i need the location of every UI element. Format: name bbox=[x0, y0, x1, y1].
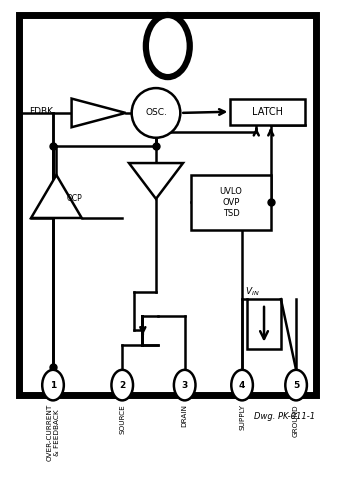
Text: OSC.: OSC. bbox=[145, 108, 167, 117]
Bar bbox=[192, 175, 271, 230]
Text: SUPPLY: SUPPLY bbox=[239, 404, 245, 430]
Circle shape bbox=[42, 370, 64, 400]
Circle shape bbox=[231, 370, 253, 400]
Circle shape bbox=[146, 15, 190, 77]
Bar bbox=[19, 15, 316, 395]
Text: $V_{IN}$: $V_{IN}$ bbox=[245, 286, 260, 298]
Text: OVER-CURRENT
& FEEDBACK: OVER-CURRENT & FEEDBACK bbox=[46, 404, 60, 461]
Bar bbox=[230, 99, 304, 125]
Text: 1: 1 bbox=[50, 381, 56, 389]
Polygon shape bbox=[31, 175, 82, 218]
Text: DRAIN: DRAIN bbox=[182, 404, 188, 427]
Text: Dwg. PK-011-1: Dwg. PK-011-1 bbox=[254, 412, 315, 421]
Text: GROUND: GROUND bbox=[293, 404, 299, 437]
Text: OCP: OCP bbox=[66, 194, 82, 203]
Circle shape bbox=[112, 370, 133, 400]
Polygon shape bbox=[72, 99, 126, 127]
Circle shape bbox=[174, 370, 196, 400]
Text: 4: 4 bbox=[239, 381, 245, 389]
Text: FDBK: FDBK bbox=[29, 107, 53, 116]
Text: 2: 2 bbox=[119, 381, 125, 389]
Circle shape bbox=[285, 370, 307, 400]
Bar bbox=[247, 299, 281, 349]
Text: LATCH: LATCH bbox=[252, 107, 283, 117]
Text: SOURCE: SOURCE bbox=[119, 404, 125, 434]
Text: UVLO
OVP
TSD: UVLO OVP TSD bbox=[220, 187, 242, 218]
Polygon shape bbox=[129, 163, 183, 199]
Ellipse shape bbox=[132, 88, 180, 138]
Text: 3: 3 bbox=[182, 381, 188, 389]
Text: 5: 5 bbox=[293, 381, 299, 389]
